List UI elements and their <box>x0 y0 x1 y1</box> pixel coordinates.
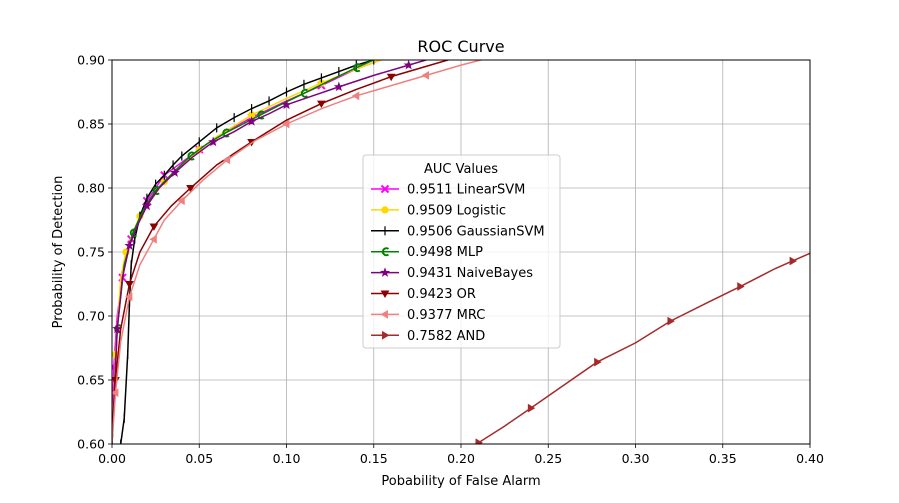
data-point <box>789 256 798 266</box>
series-5 <box>112 60 462 444</box>
series-7 <box>473 252 810 444</box>
axes: 0.00 0.05 0.10 0.15 0.20 0.25 0.30 0.35 0.40 0.60… <box>77 53 824 467</box>
x-tick-label: 0.35 <box>709 451 737 466</box>
legend-entry: 0.7582 AND <box>371 329 485 344</box>
legend-label: 0.9431 NaiveBayes <box>407 266 533 281</box>
x-tick-label: 0.10 <box>273 451 301 466</box>
legend-entry: 0.9431 NaiveBayes <box>371 266 533 281</box>
legend-entry: 0.9423 OR <box>371 287 476 302</box>
chart-title: ROC Curve <box>417 37 504 56</box>
legend-label: 0.7582 AND <box>407 329 485 344</box>
data-point <box>246 116 257 126</box>
series-line <box>112 60 484 444</box>
legend-entry: 0.9498 MLP <box>371 245 483 260</box>
data-point <box>379 267 391 277</box>
x-tick-label: 0.20 <box>447 451 475 466</box>
data-point <box>475 438 483 444</box>
data-point <box>187 151 195 161</box>
data-point <box>208 136 219 147</box>
data-point <box>124 292 133 302</box>
y-tick-label: 0.80 <box>77 181 105 196</box>
plot-frame <box>111 59 811 445</box>
data-point <box>222 128 230 138</box>
legend-entry: 0.9377 MRC <box>371 308 485 323</box>
data-point <box>169 167 180 177</box>
x-tick-label: 0.15 <box>360 451 388 466</box>
data-point <box>594 357 602 367</box>
legend-label: 0.9509 Logistic <box>407 203 506 218</box>
legend-entry: 0.9509 Logistic <box>371 203 506 218</box>
data-point <box>112 388 119 398</box>
data-point <box>112 323 123 334</box>
legend-entry: 0.9506 GaussianSVM <box>371 224 545 239</box>
x-tick-label: 0.05 <box>185 451 213 466</box>
data-point <box>382 330 390 340</box>
series-line <box>473 252 810 444</box>
data-point <box>388 53 394 59</box>
y-tick-label: 0.90 <box>77 53 105 68</box>
series-6 <box>112 60 499 444</box>
x-axis-label: Pobability of False Alarm <box>381 474 540 489</box>
data-point <box>317 100 326 109</box>
legend-box <box>362 154 561 349</box>
legend-label: 0.9377 MRC <box>407 308 485 323</box>
legend-entry: 0.9511 LinearSVM <box>371 183 525 198</box>
data-point <box>125 281 134 289</box>
y-tick-label: 0.70 <box>77 309 105 324</box>
data-point <box>152 186 160 195</box>
data-point <box>380 310 388 319</box>
data-point <box>381 206 389 214</box>
data-point <box>149 223 159 231</box>
series-3 <box>112 60 376 444</box>
data-point <box>141 200 152 211</box>
data-point <box>333 81 344 92</box>
data-point <box>403 60 414 70</box>
x-tick-label: 0.40 <box>796 451 824 466</box>
series-layer <box>112 53 810 444</box>
series-line <box>112 60 376 444</box>
y-tick-label: 0.60 <box>77 437 105 452</box>
series-line <box>112 60 451 444</box>
data-point <box>149 234 157 244</box>
data-point <box>386 73 396 82</box>
data-point <box>421 70 430 80</box>
y-axis-label: Probability of Detection <box>51 176 66 329</box>
data-point <box>388 60 395 61</box>
data-point <box>380 184 390 194</box>
data-point <box>300 88 309 98</box>
data-point <box>351 91 360 101</box>
data-point <box>380 290 390 298</box>
y-tick-label: 0.75 <box>77 245 105 260</box>
data-point <box>667 316 675 326</box>
data-point <box>381 247 390 257</box>
x-tick-label: 0.00 <box>98 451 126 466</box>
legend-title: AUC Values <box>424 162 498 177</box>
legend-label: 0.9423 OR <box>407 287 476 302</box>
data-point <box>353 63 361 73</box>
series-1 <box>112 53 394 444</box>
legend-label: 0.9511 LinearSVM <box>407 183 525 198</box>
data-point <box>281 99 292 110</box>
series-4 <box>112 60 429 444</box>
legend-label: 0.9506 GaussianSVM <box>407 224 545 239</box>
data-point <box>222 155 231 165</box>
data-point <box>282 119 290 129</box>
data-point <box>129 228 138 238</box>
legend: AUC Values 0.9511 LinearSVM 0.9509 Logist… <box>362 154 561 349</box>
legend-label: 0.9498 MLP <box>407 245 483 260</box>
data-point <box>257 110 265 120</box>
series-0 <box>112 60 395 444</box>
data-point <box>186 185 195 193</box>
x-tick-label: 0.30 <box>622 451 650 466</box>
data-point <box>124 240 135 250</box>
data-point <box>527 403 536 413</box>
x-tick-label: 0.25 <box>534 451 562 466</box>
y-tick-label: 0.65 <box>77 373 105 388</box>
data-point <box>177 196 185 206</box>
data-point <box>737 282 745 291</box>
y-tick-label: 0.85 <box>77 117 105 132</box>
